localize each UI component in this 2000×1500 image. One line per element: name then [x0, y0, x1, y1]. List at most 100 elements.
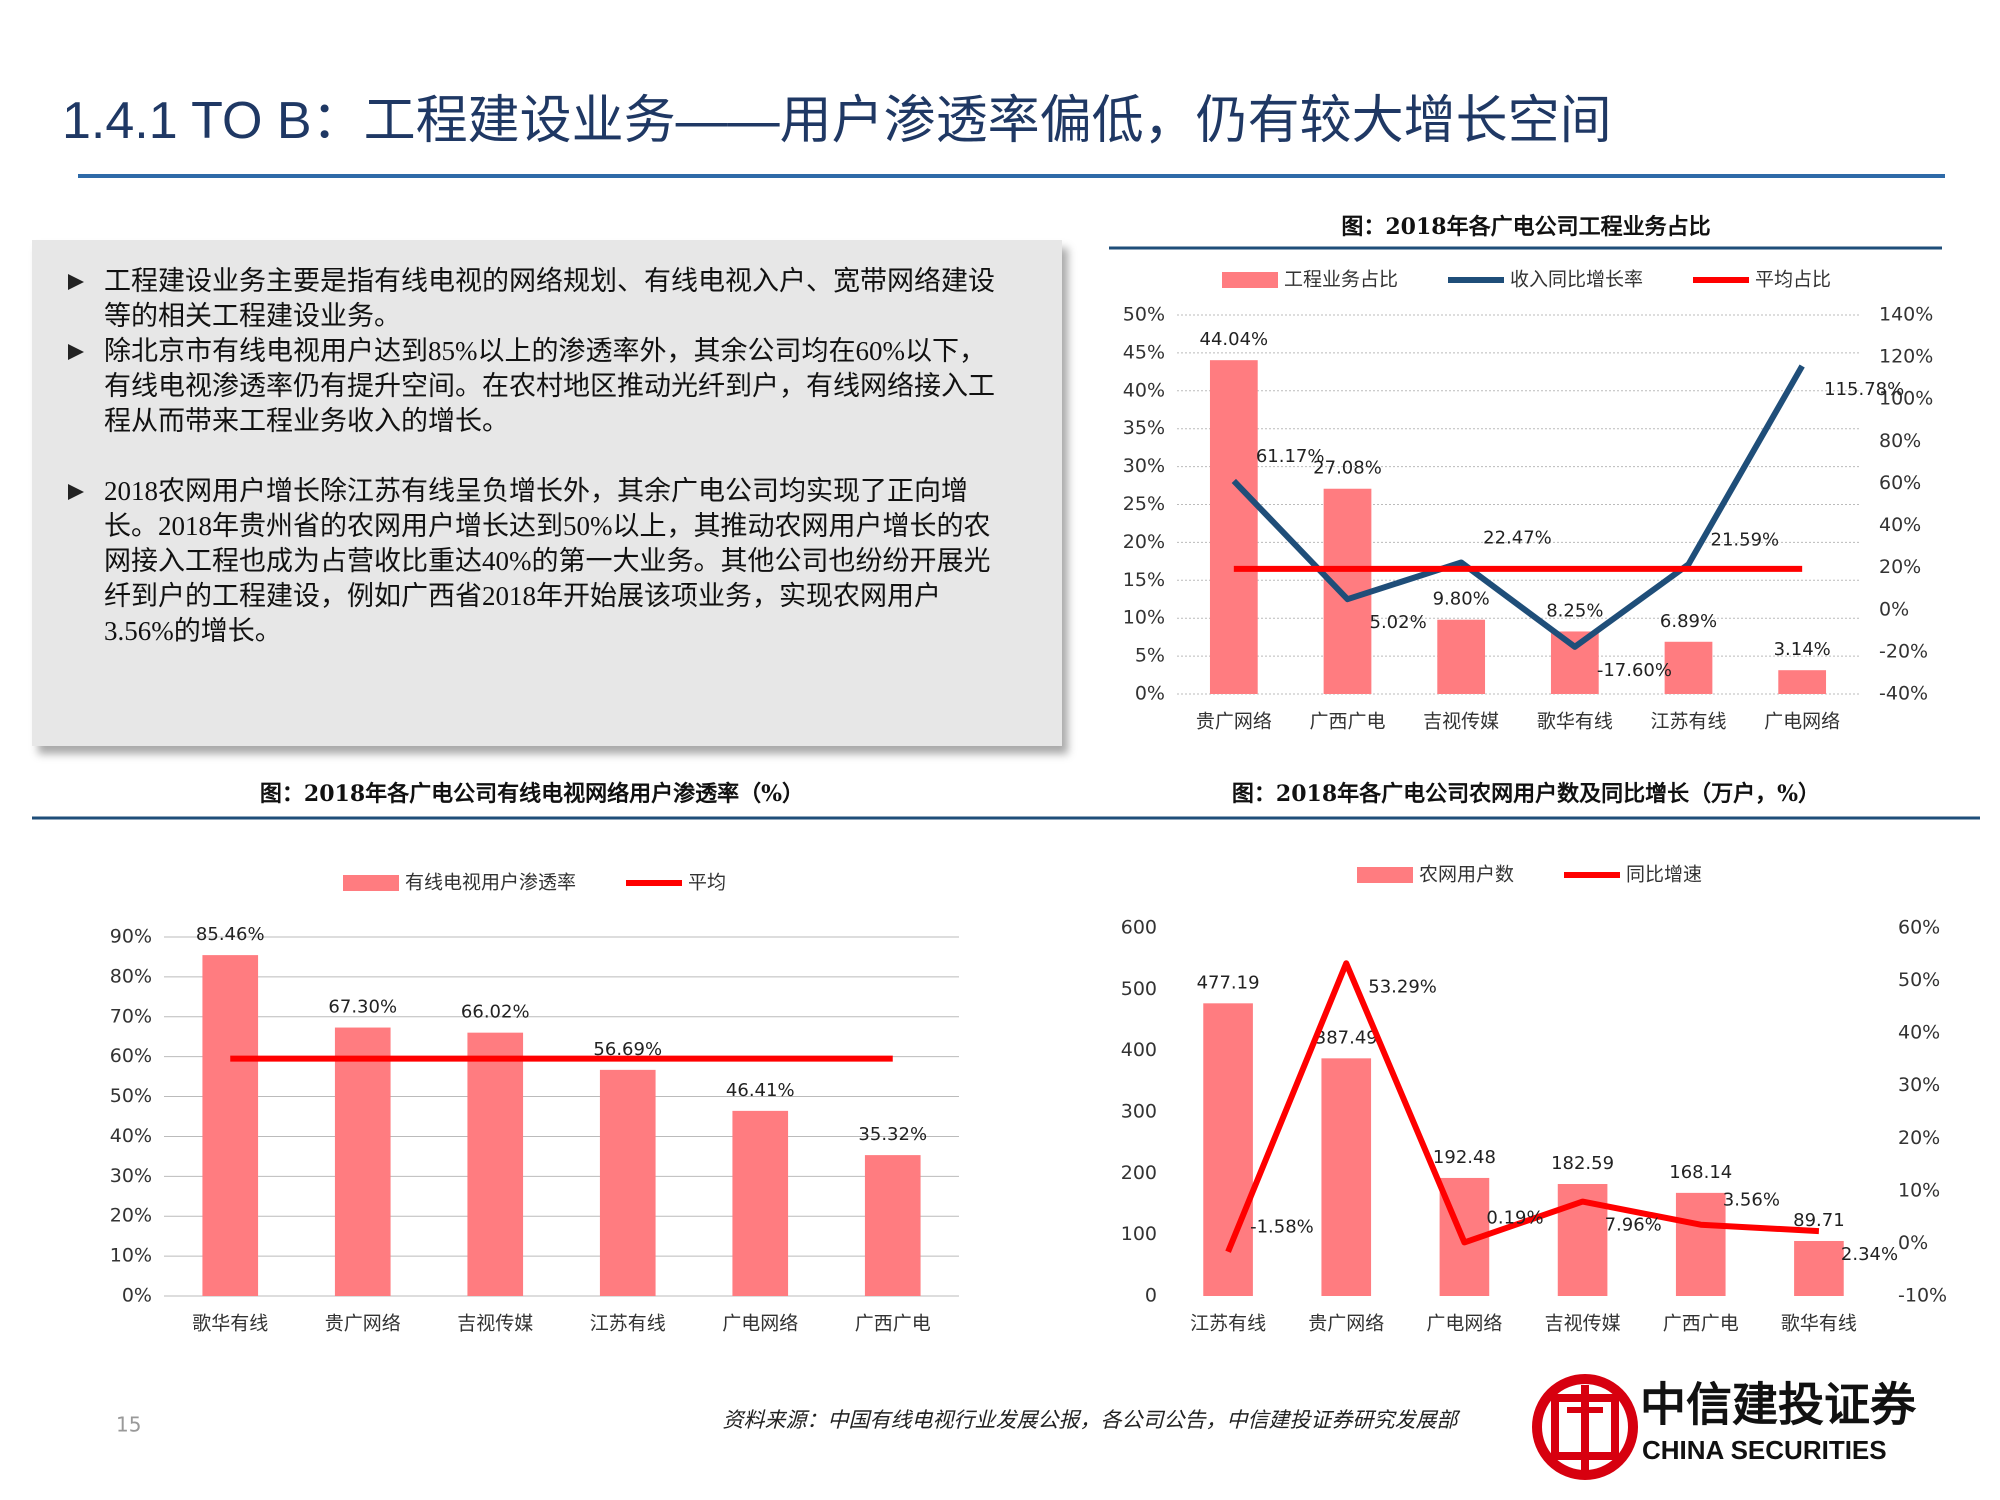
legend-label: 收入同比增长率: [1510, 269, 1643, 291]
data-label: 56.69%: [593, 1039, 662, 1060]
y-tick-label: 300: [1121, 1101, 1157, 1123]
data-label: 27.08%: [1313, 458, 1382, 479]
data-label: 46.41%: [726, 1080, 795, 1101]
x-tick-label: 广西广电: [855, 1313, 931, 1335]
slide-title: 1.4.1 TO B：工程建设业务——用户渗透率偏低，仍有较大增长空间: [62, 92, 1612, 150]
bar: [1675, 1192, 1726, 1296]
x-tick-label: 贵广网络: [1196, 711, 1272, 733]
bar: [1437, 619, 1486, 694]
data-label: 182.59: [1551, 1153, 1614, 1174]
y-tick-label: 500: [1121, 978, 1157, 1000]
y-tick-label: 45%: [1123, 341, 1165, 363]
data-label: 115.78%: [1824, 379, 1904, 400]
data-label: 7.96%: [1605, 1215, 1662, 1236]
data-label: 192.48: [1433, 1147, 1496, 1168]
logo: 中信建投证券 CHINA SECURITIES: [1532, 1374, 1917, 1480]
y-tick-label: 5%: [1135, 645, 1165, 667]
bar: [1794, 1240, 1844, 1296]
legend-swatch: [343, 875, 399, 891]
y2-tick-label: -40%: [1879, 683, 1928, 705]
y2-tick-label: 140%: [1879, 304, 1933, 326]
y2-tick-label: 20%: [1879, 556, 1921, 578]
legend-swatch: [1357, 867, 1413, 883]
page-number: 15: [116, 1413, 141, 1437]
y-tick-label: 60%: [110, 1045, 152, 1067]
x-tick-label: 吉视传媒: [457, 1313, 533, 1335]
x-tick-label: 广西广电: [1309, 711, 1385, 733]
data-label: 0.19%: [1486, 1207, 1543, 1228]
chart: 图：2018年各广电公司有线电视网络用户渗透率（%） 0% 10% 20% 30% 40%…: [110, 781, 959, 1335]
bar: [1203, 1003, 1253, 1296]
data-label: 66.02%: [461, 1002, 530, 1023]
logo-english: CHINA SECURITIES: [1642, 1435, 1887, 1465]
bullet-text: 除北京市有线电视用户达到85%以上的渗透率外，其余公司均在60%以下，有线电视渗…: [104, 336, 995, 436]
bullet-marker: [68, 484, 84, 500]
bar: [202, 955, 259, 1296]
bar: [864, 1155, 921, 1296]
y-tick-label: 200: [1121, 1162, 1157, 1184]
x-tick-label: 广电网络: [722, 1313, 798, 1335]
x-tick-label: 贵广网络: [1308, 1313, 1384, 1335]
y2-tick-label: 30%: [1898, 1074, 1940, 1096]
x-tick-label: 歌华有线: [1537, 711, 1613, 733]
bullet: 2018农网用户增长除江苏有线呈负增长外，其余广电公司均实现了正向增长。2018…: [68, 474, 1002, 649]
y-tick-label: 30%: [110, 1165, 152, 1187]
y-tick-label: 0%: [122, 1285, 152, 1307]
bar: [1664, 641, 1713, 694]
data-label: 22.47%: [1483, 527, 1552, 548]
legend-label: 同比增速: [1626, 864, 1702, 886]
y-tick-label: 40%: [110, 1125, 152, 1147]
bullet: 除北京市有线电视用户达到85%以上的渗透率外，其余公司均在60%以下，有线电视渗…: [68, 334, 1002, 439]
chart: 图：2018年各广电公司工程业务占比 0% 5% 10% 15% 20% 25% 30% 35%…: [1123, 214, 1934, 733]
bar: [1209, 360, 1258, 694]
y2-tick-label: 0%: [1879, 598, 1909, 620]
legend-label: 有线电视用户渗透率: [405, 872, 576, 894]
y-tick-label: 40%: [1123, 379, 1165, 401]
chart-title: 图：2018年各广电公司农网用户数及同比增长（万户，%）: [1232, 781, 1820, 807]
bar: [599, 1069, 656, 1296]
bullet-text: 2018农网用户增长除江苏有线呈负增长外，其余广电公司均实现了正向增长。2018…: [104, 476, 991, 646]
bar: [1550, 631, 1599, 694]
y2-tick-label: 10%: [1898, 1179, 1940, 1201]
x-tick-label: 歌华有线: [192, 1313, 268, 1335]
x-tick-label: 江苏有线: [1190, 1313, 1266, 1335]
y-tick-label: 600: [1121, 917, 1157, 939]
bullet-marker: [68, 274, 84, 290]
y-tick-label: 0: [1145, 1285, 1157, 1307]
x-tick-label: 歌华有线: [1781, 1313, 1857, 1335]
bar: [1778, 670, 1827, 694]
bar: [732, 1110, 789, 1296]
bar: [467, 1032, 524, 1296]
data-label: 477.19: [1197, 972, 1260, 993]
data-label: 5.02%: [1370, 612, 1427, 633]
y2-tick-label: 20%: [1898, 1127, 1940, 1149]
y2-tick-label: 80%: [1879, 430, 1921, 452]
y2-tick-label: 120%: [1879, 346, 1933, 368]
y2-tick-label: 0%: [1898, 1232, 1928, 1254]
data-label: 89.71: [1793, 1210, 1845, 1231]
chart-title: 图：2018年各广电公司有线电视网络用户渗透率（%）: [260, 781, 804, 807]
x-tick-label: 江苏有线: [1650, 711, 1726, 733]
data-label: 67.30%: [328, 997, 397, 1018]
bullet-text: 工程建设业务主要是指有线电视的网络规划、有线电视入户、宽带网络建设等的相关工程建…: [104, 266, 995, 331]
logo-name: 中信建投证券: [1640, 1378, 1917, 1432]
data-label: 6.89%: [1660, 611, 1717, 632]
legend-swatch: [1222, 272, 1278, 288]
data-label: 85.46%: [196, 924, 265, 945]
bullet-list: 工程建设业务主要是指有线电视的网络规划、有线电视入户、宽带网络建设等的相关工程建…: [32, 240, 1062, 649]
source: 资料来源：中国有线电视行业发展公报，各公司公告，中信建投证券研究发展部: [723, 1408, 1461, 1432]
data-label: 9.80%: [1433, 589, 1490, 610]
line: [1231, 364, 1805, 650]
y-tick-label: 20%: [110, 1205, 152, 1227]
y2-tick-label: -20%: [1879, 640, 1928, 662]
y2-tick-label: 50%: [1898, 969, 1940, 991]
chart-title: 图：2018年各广电公司工程业务占比: [1341, 214, 1710, 240]
chart: 图：2018年各广电公司农网用户数及同比增长（万户，%） 0 100 200 300 40…: [1121, 781, 1947, 1335]
y-tick-label: 25%: [1123, 493, 1165, 515]
x-tick-label: 广西广电: [1663, 1313, 1739, 1335]
y-tick-label: 0%: [1135, 683, 1165, 705]
data-label: 168.14: [1669, 1162, 1732, 1183]
y-tick-label: 10%: [1123, 607, 1165, 629]
